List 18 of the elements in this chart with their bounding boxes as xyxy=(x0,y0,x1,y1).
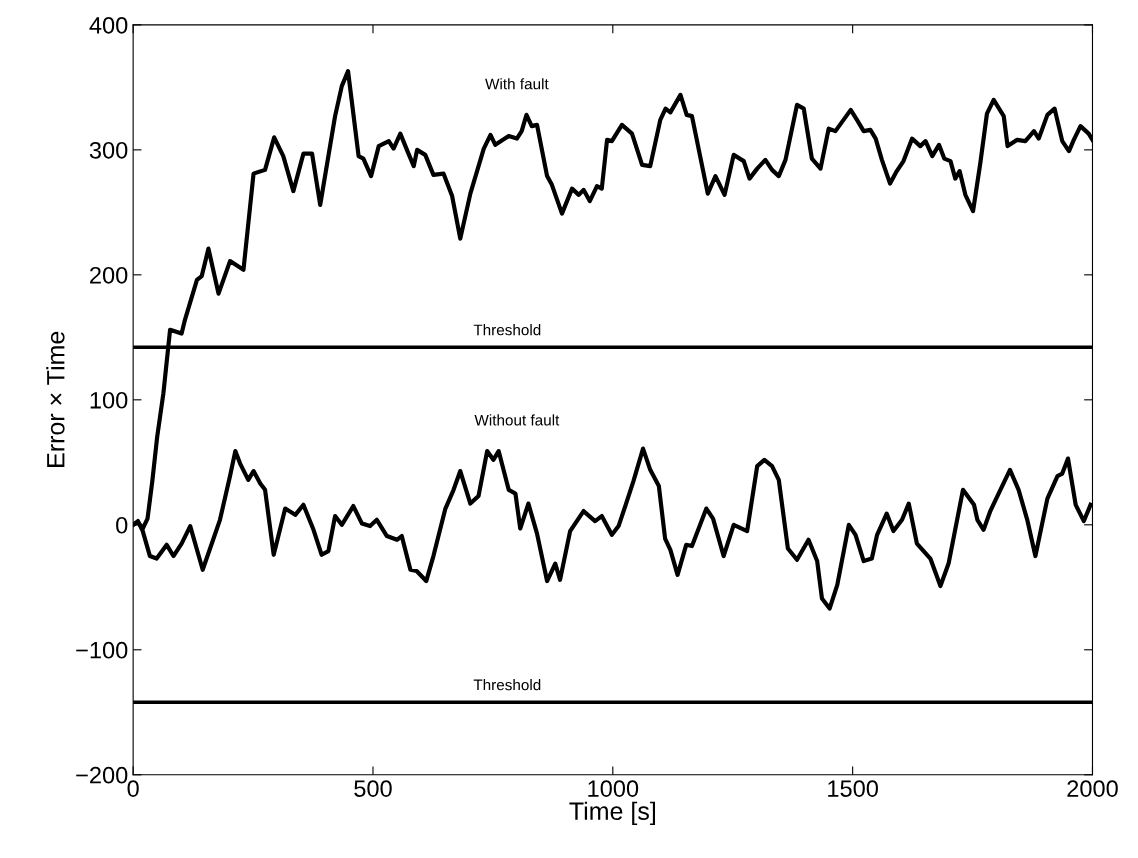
y-tick-label: 0 xyxy=(116,516,128,534)
ref-line-label: Threshold xyxy=(473,324,541,336)
y-axis-title: Error × Time xyxy=(46,331,65,467)
series-label: Without fault xyxy=(474,414,560,426)
x-tick-label: 1500 xyxy=(828,780,878,797)
y-tick-label: 100 xyxy=(90,391,128,409)
y-tick-label: 300 xyxy=(89,141,128,159)
y-tick-label: −200 xyxy=(76,766,128,784)
x-tick-label: 2000 xyxy=(1067,780,1118,797)
x-axis-title: Time [s] xyxy=(569,801,656,825)
y-tick-label: −100 xyxy=(76,641,128,659)
y-tick-label: 200 xyxy=(90,266,128,284)
x-tick-label: 500 xyxy=(354,780,392,797)
ref-line-label: Threshold xyxy=(473,679,541,691)
y-tick-label: 400 xyxy=(89,16,128,34)
x-tick-label: 0 xyxy=(127,780,139,797)
text: With fault xyxy=(485,78,549,90)
x-tick-label: 1000 xyxy=(588,780,639,797)
